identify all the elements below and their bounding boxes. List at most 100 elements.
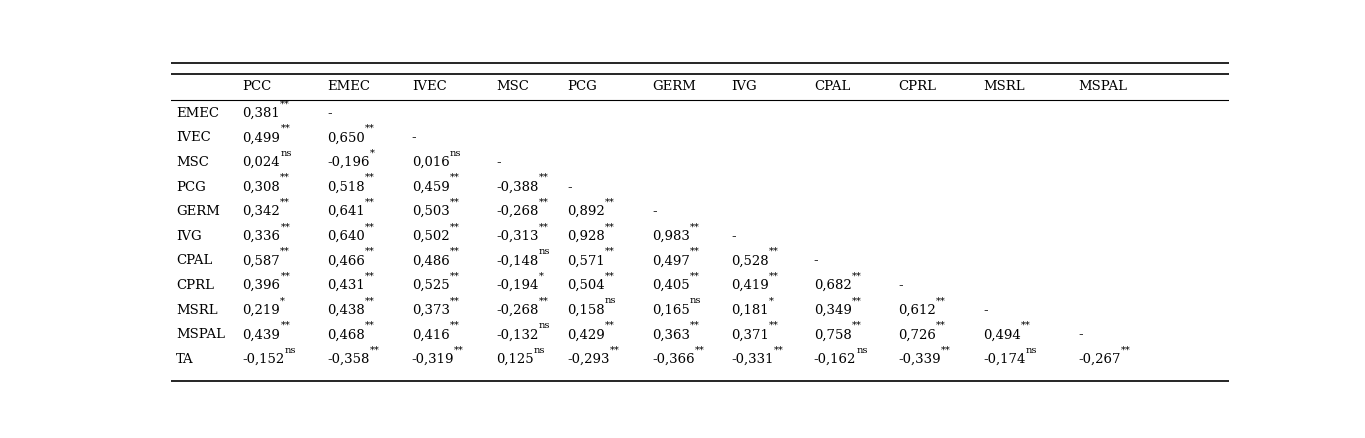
Text: ns: ns: [856, 346, 868, 354]
Text: 0,486: 0,486: [412, 254, 449, 268]
Text: 0,416: 0,416: [412, 328, 449, 341]
Text: **: **: [539, 223, 549, 231]
Text: **: **: [936, 321, 946, 330]
Text: **: **: [768, 321, 779, 330]
Text: -: -: [898, 279, 904, 292]
Text: 0,342: 0,342: [243, 205, 280, 218]
Text: **: **: [281, 223, 291, 231]
Text: **: **: [450, 296, 460, 305]
Text: TA: TA: [176, 353, 194, 366]
Text: 0,466: 0,466: [328, 254, 364, 268]
Text: CPRL: CPRL: [176, 279, 214, 292]
Text: 0,459: 0,459: [412, 180, 449, 194]
Text: MSRL: MSRL: [983, 81, 1025, 93]
Text: 0,494: 0,494: [983, 328, 1021, 341]
Text: **: **: [605, 272, 614, 281]
Text: 0,758: 0,758: [814, 328, 852, 341]
Text: -0,152: -0,152: [243, 353, 285, 366]
Text: 0,165: 0,165: [652, 304, 689, 317]
Text: -0,162: -0,162: [814, 353, 856, 366]
Text: -0,267: -0,267: [1078, 353, 1121, 366]
Text: **: **: [280, 321, 291, 330]
Text: 0,892: 0,892: [568, 205, 605, 218]
Text: 0,528: 0,528: [732, 254, 768, 268]
Text: **: **: [280, 99, 289, 108]
Text: **: **: [364, 272, 374, 281]
Text: **: **: [455, 346, 464, 354]
Text: *: *: [280, 296, 285, 305]
Text: -: -: [814, 254, 819, 268]
Text: -0,331: -0,331: [732, 353, 774, 366]
Text: **: **: [280, 198, 289, 207]
Text: 0,219: 0,219: [243, 304, 280, 317]
Text: 0,587: 0,587: [243, 254, 280, 268]
Text: 0,125: 0,125: [497, 353, 534, 366]
Text: -: -: [568, 180, 572, 194]
Text: -0,339: -0,339: [898, 353, 940, 366]
Text: 0,349: 0,349: [814, 304, 852, 317]
Text: -0,268: -0,268: [497, 304, 539, 317]
Text: **: **: [364, 124, 374, 133]
Text: 0,468: 0,468: [328, 328, 364, 341]
Text: 0,504: 0,504: [568, 279, 605, 292]
Text: -: -: [328, 107, 332, 120]
Text: **: **: [539, 296, 549, 305]
Text: -0,319: -0,319: [412, 353, 455, 366]
Text: -: -: [1078, 328, 1082, 341]
Text: 0,024: 0,024: [243, 156, 280, 169]
Text: MSC: MSC: [497, 81, 530, 93]
Text: 0,363: 0,363: [652, 328, 689, 341]
Text: **: **: [610, 346, 620, 354]
Text: IVEC: IVEC: [176, 131, 210, 145]
Text: **: **: [852, 296, 861, 305]
Text: 0,640: 0,640: [328, 230, 364, 243]
Text: 0,336: 0,336: [243, 230, 281, 243]
Text: -0,194: -0,194: [497, 279, 539, 292]
Text: **: **: [449, 198, 459, 207]
Text: **: **: [768, 272, 779, 281]
Text: MSPAL: MSPAL: [1078, 81, 1127, 93]
Text: **: **: [280, 173, 289, 182]
Text: 0,371: 0,371: [732, 328, 768, 341]
Text: **: **: [280, 124, 291, 133]
Text: **: **: [689, 223, 700, 231]
Text: 0,438: 0,438: [328, 304, 364, 317]
Text: -0,366: -0,366: [652, 353, 695, 366]
Text: GERM: GERM: [652, 81, 696, 93]
Text: **: **: [774, 346, 784, 354]
Text: -0,268: -0,268: [497, 205, 539, 218]
Text: 0,571: 0,571: [568, 254, 605, 268]
Text: PCG: PCG: [176, 180, 206, 194]
Text: -0,388: -0,388: [497, 180, 539, 194]
Text: **: **: [449, 223, 459, 231]
Text: CPAL: CPAL: [814, 81, 850, 93]
Text: -: -: [652, 205, 657, 218]
Text: 0,431: 0,431: [328, 279, 364, 292]
Text: EMEC: EMEC: [328, 81, 370, 93]
Text: **: **: [364, 173, 374, 182]
Text: IVG: IVG: [176, 230, 202, 243]
Text: **: **: [940, 346, 951, 354]
Text: CPRL: CPRL: [898, 81, 936, 93]
Text: MSPAL: MSPAL: [176, 328, 225, 341]
Text: **: **: [768, 247, 778, 256]
Text: 0,308: 0,308: [243, 180, 280, 194]
Text: **: **: [539, 198, 549, 207]
Text: MSC: MSC: [176, 156, 209, 169]
Text: 0,439: 0,439: [243, 328, 280, 341]
Text: **: **: [605, 247, 614, 256]
Text: 0,518: 0,518: [328, 180, 364, 194]
Text: **: **: [449, 272, 459, 281]
Text: ns: ns: [539, 247, 550, 256]
Text: EMEC: EMEC: [176, 107, 218, 120]
Text: -0,358: -0,358: [328, 353, 370, 366]
Text: **: **: [281, 272, 291, 281]
Text: 0,682: 0,682: [814, 279, 852, 292]
Text: 0,396: 0,396: [243, 279, 281, 292]
Text: 0,612: 0,612: [898, 304, 936, 317]
Text: PCC: PCC: [243, 81, 272, 93]
Text: *: *: [539, 272, 543, 281]
Text: **: **: [689, 247, 700, 256]
Text: **: **: [605, 198, 614, 207]
Text: GERM: GERM: [176, 205, 220, 218]
